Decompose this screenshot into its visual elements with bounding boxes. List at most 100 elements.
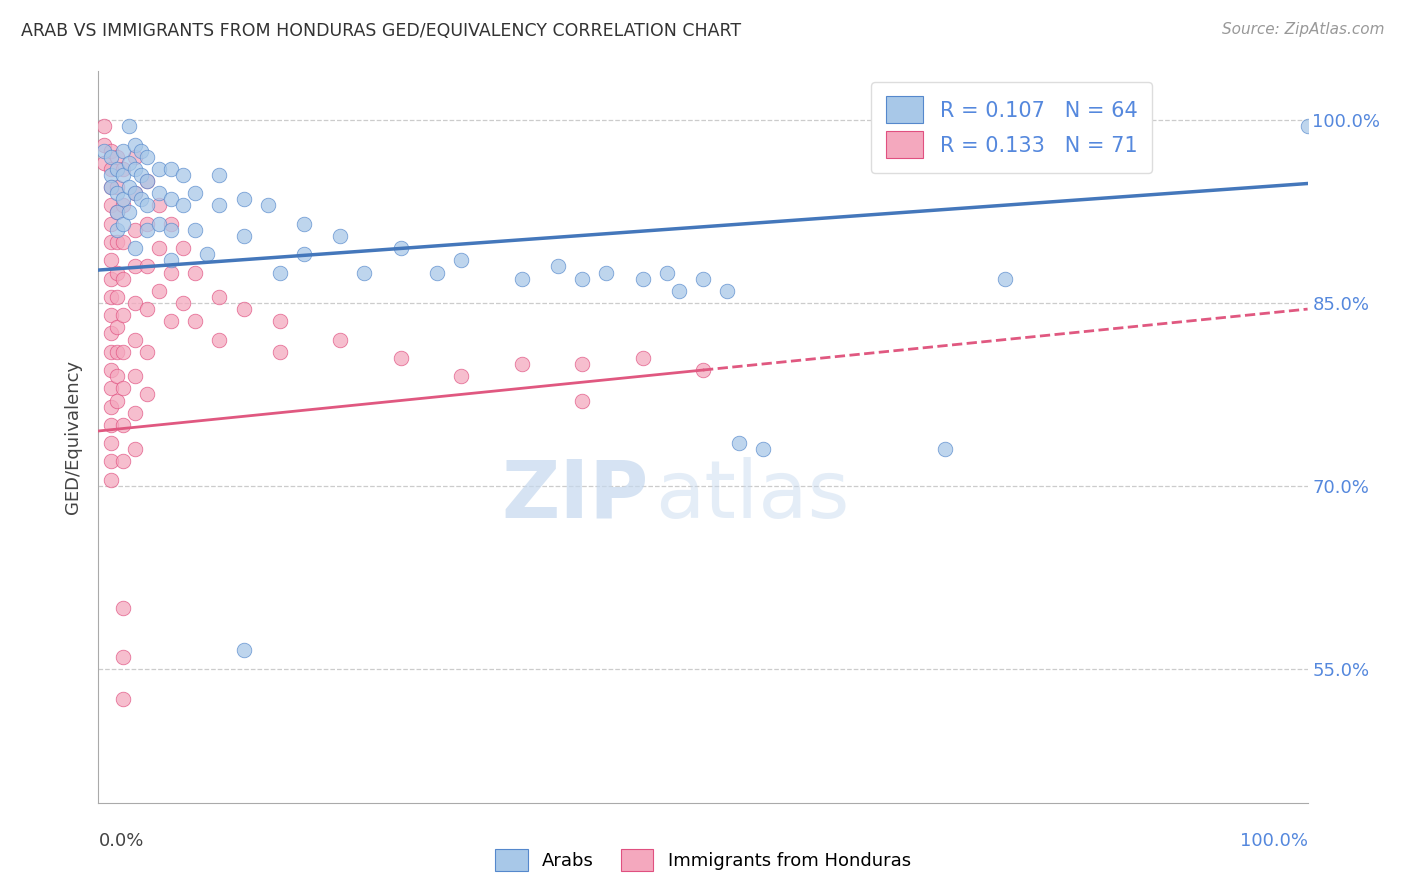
Point — [100, 308, 122, 322]
Point — [728, 436, 751, 450]
Point — [124, 442, 146, 457]
Point — [100, 290, 122, 304]
Point — [111, 308, 134, 322]
Point — [135, 150, 157, 164]
Point — [129, 192, 152, 206]
Point — [111, 192, 134, 206]
Text: ARAB VS IMMIGRANTS FROM HONDURAS GED/EQUIVALENCY CORRELATION CHART: ARAB VS IMMIGRANTS FROM HONDURAS GED/EQU… — [21, 22, 741, 40]
Point — [135, 223, 157, 237]
Point — [232, 192, 254, 206]
Y-axis label: GED/Equivalency: GED/Equivalency — [65, 360, 83, 514]
Point — [148, 217, 170, 231]
Text: atlas: atlas — [655, 457, 849, 534]
Point — [1054, 120, 1077, 134]
Point — [100, 180, 122, 194]
Point — [208, 290, 231, 304]
Point — [426, 265, 449, 279]
Point — [105, 161, 128, 176]
Point — [547, 260, 569, 274]
Point — [353, 265, 375, 279]
Point — [269, 344, 291, 359]
Point — [100, 363, 122, 377]
Point — [124, 223, 146, 237]
Point — [100, 344, 122, 359]
Point — [631, 351, 654, 365]
Point — [135, 198, 157, 212]
Point — [184, 223, 207, 237]
Point — [135, 301, 157, 317]
Point — [160, 314, 183, 328]
Point — [184, 314, 207, 328]
Point — [111, 217, 134, 231]
Point — [631, 271, 654, 285]
Point — [269, 314, 291, 328]
Point — [105, 369, 128, 384]
Point — [111, 692, 134, 706]
Point — [105, 150, 128, 164]
Point — [105, 223, 128, 237]
Point — [105, 186, 128, 201]
Point — [994, 271, 1017, 285]
Point — [389, 351, 412, 365]
Point — [111, 235, 134, 249]
Text: 100.0%: 100.0% — [1240, 832, 1308, 850]
Point — [148, 284, 170, 298]
Text: 0.0%: 0.0% — [98, 832, 143, 850]
Point — [124, 137, 146, 152]
Point — [118, 120, 141, 134]
Point — [124, 241, 146, 255]
Point — [232, 301, 254, 317]
Point — [100, 198, 122, 212]
Point — [111, 271, 134, 285]
Point — [655, 265, 678, 279]
Point — [100, 253, 122, 268]
Point — [111, 344, 134, 359]
Point — [100, 271, 122, 285]
Point — [450, 369, 472, 384]
Point — [105, 265, 128, 279]
Point — [100, 180, 122, 194]
Point — [256, 198, 278, 212]
Point — [118, 180, 141, 194]
Point — [100, 381, 122, 395]
Point — [111, 168, 134, 182]
Point — [100, 235, 122, 249]
Point — [100, 217, 122, 231]
Text: ZIP: ZIP — [502, 457, 648, 534]
Point — [111, 161, 134, 176]
Point — [184, 265, 207, 279]
Point — [692, 363, 714, 377]
Point — [232, 643, 254, 657]
Point — [208, 333, 231, 347]
Point — [232, 228, 254, 243]
Point — [111, 600, 134, 615]
Point — [329, 228, 352, 243]
Point — [510, 271, 533, 285]
Point — [148, 241, 170, 255]
Point — [105, 180, 128, 194]
Point — [100, 161, 122, 176]
Point — [160, 161, 183, 176]
Point — [172, 241, 194, 255]
Point — [510, 357, 533, 371]
Point — [105, 204, 128, 219]
Legend: R = 0.107   N = 64, R = 0.133   N = 71: R = 0.107 N = 64, R = 0.133 N = 71 — [870, 82, 1152, 173]
Point — [269, 265, 291, 279]
Point — [208, 168, 231, 182]
Point — [172, 296, 194, 310]
Point — [172, 168, 194, 182]
Point — [111, 649, 134, 664]
Text: Source: ZipAtlas.com: Source: ZipAtlas.com — [1222, 22, 1385, 37]
Point — [160, 217, 183, 231]
Point — [172, 198, 194, 212]
Point — [100, 417, 122, 432]
Point — [595, 265, 617, 279]
Point — [111, 454, 134, 468]
Point — [135, 174, 157, 188]
Point — [292, 247, 315, 261]
Point — [129, 168, 152, 182]
Point — [124, 186, 146, 201]
Point — [93, 120, 115, 134]
Legend: Arabs, Immigrants from Honduras: Arabs, Immigrants from Honduras — [488, 842, 918, 879]
Point — [129, 144, 152, 158]
